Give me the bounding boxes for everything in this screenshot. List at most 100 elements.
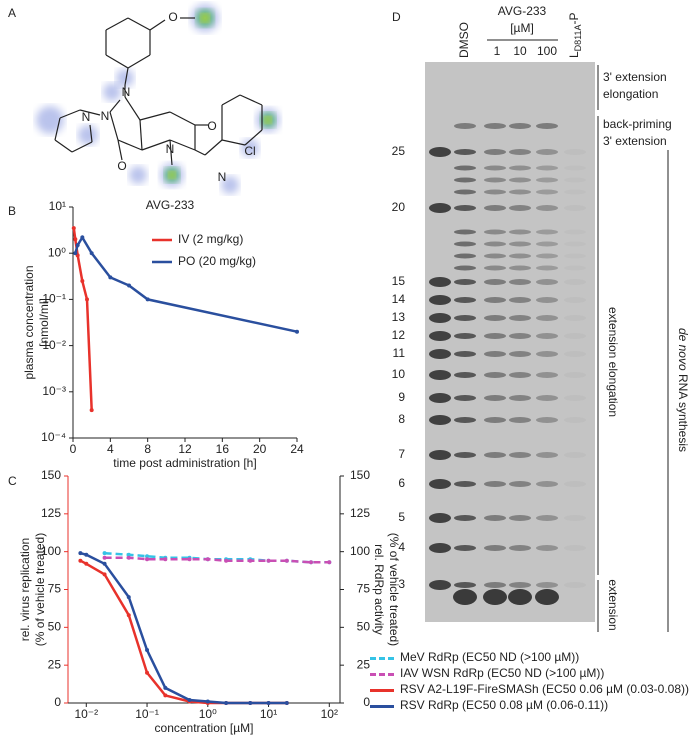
band bbox=[454, 205, 476, 211]
panel-label: C bbox=[8, 474, 17, 488]
band bbox=[454, 241, 476, 247]
band bbox=[484, 297, 506, 303]
band bbox=[509, 241, 531, 247]
data-point bbox=[187, 697, 192, 702]
conc-label: 1 bbox=[494, 44, 501, 58]
band bbox=[429, 203, 451, 213]
legend-entry: MeV RdRp (EC50 ND (>100 µM)) bbox=[370, 650, 690, 665]
panel-label: B bbox=[8, 204, 16, 218]
treatment-label: AVG-233 bbox=[498, 4, 547, 18]
series-line bbox=[104, 556, 330, 564]
legend: MeV RdRp (EC50 ND (>100 µM)) IAV WSN RdRp… bbox=[370, 650, 690, 714]
band bbox=[454, 189, 476, 195]
legend-swatch bbox=[370, 705, 394, 708]
x-axis-title: time post administration [h] bbox=[113, 456, 256, 470]
bond bbox=[139, 111, 171, 121]
data-point bbox=[145, 297, 150, 302]
band bbox=[509, 177, 531, 183]
y-axis-title: (% of vehicle treated) bbox=[33, 533, 47, 646]
bond bbox=[169, 111, 196, 126]
bond bbox=[169, 139, 196, 151]
bond bbox=[221, 139, 246, 146]
conc-label: 100 bbox=[537, 44, 557, 58]
y-axis-title: [nmol/ml] bbox=[37, 298, 51, 347]
band bbox=[484, 333, 506, 339]
band bbox=[536, 123, 558, 129]
band bbox=[509, 372, 531, 378]
y-tick-label: 10⁻¹ bbox=[42, 292, 66, 306]
band bbox=[454, 545, 476, 551]
band bbox=[454, 481, 476, 487]
marker-label: 6 bbox=[398, 476, 405, 490]
data-point bbox=[145, 670, 150, 675]
data-point bbox=[73, 251, 78, 256]
data-point bbox=[75, 243, 80, 248]
band bbox=[536, 241, 558, 247]
data-point bbox=[145, 557, 150, 562]
band bbox=[509, 279, 531, 285]
atom-label: O bbox=[117, 159, 126, 173]
data-point bbox=[126, 613, 131, 618]
band bbox=[564, 452, 586, 458]
marker-label: 13 bbox=[392, 310, 406, 324]
band bbox=[564, 582, 586, 588]
band bbox=[536, 395, 558, 401]
bond bbox=[141, 139, 171, 151]
legend-entry: RSV A2-L19F-FireSMASh (EC50 0.06 µM (0.0… bbox=[370, 682, 690, 697]
marker-label: 9 bbox=[398, 390, 405, 404]
data-point bbox=[284, 558, 289, 563]
data-point bbox=[248, 558, 253, 563]
legend-label: IV (2 mg/kg) bbox=[178, 232, 243, 246]
bond bbox=[127, 17, 151, 31]
band bbox=[564, 205, 586, 211]
band bbox=[484, 545, 506, 551]
glow bbox=[264, 116, 272, 124]
band bbox=[564, 230, 586, 235]
band bbox=[536, 452, 558, 458]
band bbox=[484, 452, 506, 458]
band bbox=[454, 351, 476, 357]
x-tick-label: 12 bbox=[178, 442, 192, 456]
band bbox=[509, 452, 531, 458]
atom-label: N bbox=[122, 85, 131, 99]
bond bbox=[105, 54, 129, 69]
band bbox=[453, 589, 477, 605]
data-point bbox=[163, 557, 168, 562]
data-point bbox=[295, 329, 299, 334]
data-point bbox=[327, 560, 332, 565]
marker-label: 10 bbox=[392, 367, 406, 381]
marker-label: 12 bbox=[392, 328, 406, 342]
band bbox=[429, 147, 451, 157]
band bbox=[536, 265, 558, 271]
control-sub: D811A bbox=[573, 24, 583, 51]
band bbox=[429, 543, 451, 553]
band bbox=[454, 279, 476, 285]
band bbox=[484, 372, 506, 378]
bond bbox=[117, 139, 143, 151]
band bbox=[536, 279, 558, 285]
legend-label: MeV RdRp (EC50 ND (>100 µM)) bbox=[400, 650, 580, 664]
band bbox=[484, 515, 506, 521]
band bbox=[454, 177, 476, 183]
bond bbox=[109, 99, 121, 113]
data-point bbox=[284, 701, 289, 705]
band bbox=[509, 165, 531, 171]
band bbox=[454, 515, 476, 521]
legend-label: RSV RdRp (EC50 0.08 µM (0.06-0.11)) bbox=[400, 698, 609, 712]
legend-label: PO (20 mg/kg) bbox=[178, 254, 256, 268]
band bbox=[509, 149, 531, 155]
data-point bbox=[89, 408, 94, 413]
data-point bbox=[205, 699, 210, 704]
band bbox=[536, 189, 558, 195]
band bbox=[536, 481, 558, 487]
band bbox=[536, 177, 558, 183]
band bbox=[454, 372, 476, 378]
gel bbox=[425, 62, 595, 622]
x-tick-label: 24 bbox=[290, 442, 304, 456]
atom-label: N bbox=[218, 170, 227, 184]
band bbox=[429, 513, 451, 523]
band bbox=[564, 178, 586, 183]
y-tick-label: 10⁻⁴ bbox=[41, 430, 66, 444]
bond bbox=[169, 139, 173, 166]
band bbox=[509, 297, 531, 303]
